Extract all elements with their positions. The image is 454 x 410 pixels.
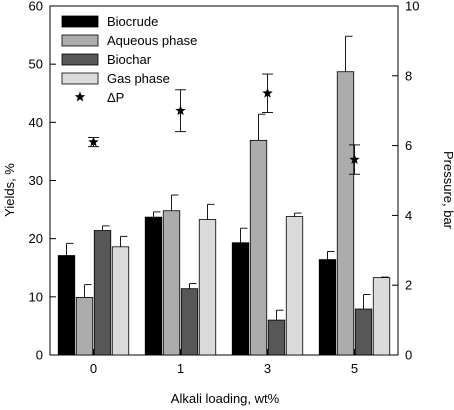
bar-biocrude xyxy=(57,255,76,356)
legend-label: Aqueous phase xyxy=(107,33,197,48)
y2-tick-label: 8 xyxy=(405,68,412,83)
x-tick-label: 1 xyxy=(177,361,184,376)
bar-gas-phase xyxy=(111,246,130,356)
y-tick-label: 40 xyxy=(29,115,43,130)
bar-aqueous-phase xyxy=(162,210,181,356)
pressure-marker xyxy=(175,105,186,116)
legend-swatch xyxy=(61,72,99,85)
x-tick-label: 0 xyxy=(90,361,97,376)
y-tick-label: 30 xyxy=(29,173,43,188)
bar-biocrude xyxy=(231,242,250,356)
legend-label: ΔP xyxy=(107,90,124,105)
y-tick-label: 50 xyxy=(29,57,43,72)
legend-label: Biocrude xyxy=(107,14,158,29)
bar-gas-phase xyxy=(285,216,304,356)
pressure-marker xyxy=(349,154,360,165)
bar-biochar xyxy=(267,319,286,356)
y-tick-label: 60 xyxy=(29,0,43,14)
x-tick-label: 5 xyxy=(351,361,358,376)
x-axis-title: Alkali loading, wt% xyxy=(171,391,280,406)
y2-tick-label: 10 xyxy=(405,0,419,14)
pressure-marker xyxy=(262,87,273,98)
y2-tick-label: 4 xyxy=(405,208,412,223)
bar-biocrude xyxy=(318,259,337,356)
legend-label: Biochar xyxy=(107,52,152,67)
legend-swatch xyxy=(61,15,99,28)
bar-gas-phase xyxy=(372,277,391,356)
legend-swatch xyxy=(61,34,99,47)
y2-axis-title: Pressure, bar xyxy=(441,151,454,230)
y-tick-label: 10 xyxy=(29,289,43,304)
y2-tick-label: 0 xyxy=(405,348,412,363)
bar-aqueous-phase xyxy=(249,139,268,356)
plot-area: 0 10 20 30 40 50 60 0 2 4 6 8 10 0 1 3 5 Biocrude Aqueous … xyxy=(29,0,420,376)
legend-swatch xyxy=(61,53,99,66)
bar-gas-phase xyxy=(198,219,217,356)
y2-tick-label: 2 xyxy=(405,278,412,293)
y-tick-label: 0 xyxy=(36,348,43,363)
x-tick-label: 3 xyxy=(264,361,271,376)
y2-tick-label: 6 xyxy=(405,138,412,153)
bar-biochar xyxy=(180,288,199,356)
legend-marker xyxy=(74,91,86,102)
bar-biochar xyxy=(354,308,373,356)
y-axis-title: Yields, % xyxy=(2,163,17,217)
bar-aqueous-phase xyxy=(336,71,355,356)
bar-biochar xyxy=(93,230,112,356)
y-tick-label: 20 xyxy=(29,231,43,246)
legend-label: Gas phase xyxy=(107,71,170,86)
bar-aqueous-phase xyxy=(75,297,94,356)
pressure-marker xyxy=(88,136,99,147)
bar-biocrude xyxy=(144,216,163,356)
